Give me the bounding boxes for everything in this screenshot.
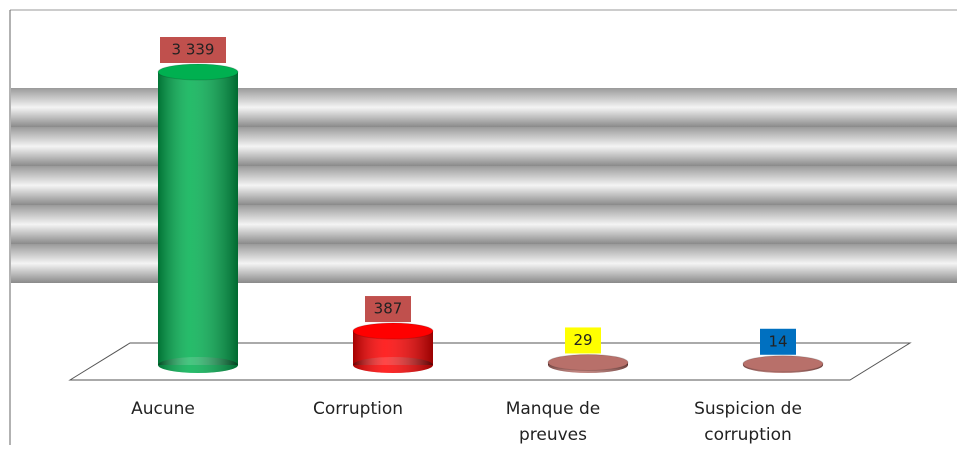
band — [11, 88, 957, 127]
bar-top — [352, 322, 434, 340]
background-bands — [11, 88, 957, 283]
bar-shade — [158, 72, 238, 365]
band — [11, 166, 957, 205]
bar-top — [157, 63, 239, 81]
band — [11, 127, 957, 166]
bar-top — [547, 353, 629, 371]
value-label-box — [160, 37, 226, 63]
value-label: 14 — [768, 332, 787, 350]
x-tick-label: Manque de preuves — [505, 399, 601, 445]
value-label: 3 339 — [172, 41, 215, 59]
value-label-box — [365, 296, 411, 323]
value-label: 29 — [573, 331, 592, 349]
x-tick-label: Aucune — [131, 399, 195, 419]
band — [11, 205, 957, 244]
floor — [68, 342, 912, 381]
bar-top — [742, 355, 824, 373]
bar-base-shade — [353, 357, 433, 373]
x-tick-label: Suspicion de corruption — [694, 399, 802, 445]
band — [11, 244, 957, 283]
value-label-box — [760, 328, 796, 355]
bar-base-shade — [158, 357, 238, 373]
value-label: 387 — [374, 300, 403, 318]
value-label-box — [565, 327, 601, 354]
x-tick-label: Corruption — [312, 399, 404, 419]
